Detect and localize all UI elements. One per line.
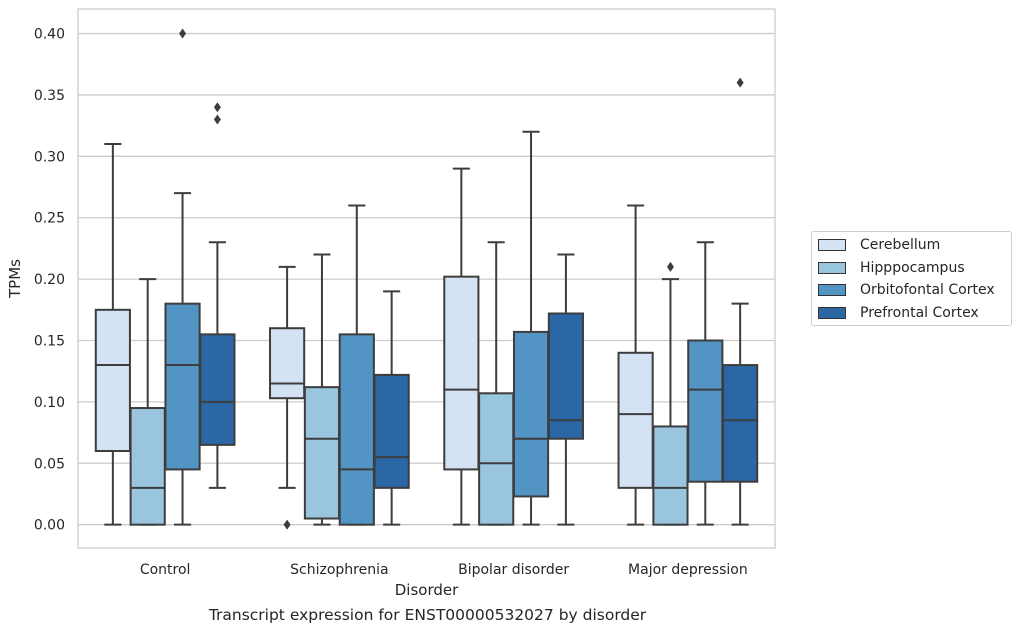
y-tick-label: 0.00 [34, 518, 65, 534]
outlier-point [283, 519, 291, 530]
box-3-2 [547, 253, 584, 526]
y-tick-label: 0.35 [34, 88, 65, 104]
legend-item-cerebellum: Cerebellum [818, 235, 940, 255]
legend-swatch-cerebellum [818, 239, 846, 251]
box-iqr [722, 364, 759, 483]
box-iqr [129, 407, 166, 526]
box-3-3 [722, 77, 759, 526]
box-0-1 [269, 265, 306, 530]
x-axis-title: Disorder [395, 581, 459, 599]
outlier-point [666, 261, 674, 272]
box-0-0 [94, 143, 131, 526]
x-tick-label: Control [140, 562, 191, 578]
y-tick-label: 0.20 [34, 272, 65, 288]
outlier-point [736, 77, 744, 88]
box-iqr [652, 425, 689, 526]
x-tick-label: Bipolar disorder [458, 562, 569, 578]
box-0-2 [443, 167, 480, 526]
legend-swatch-orbitofrontal [818, 284, 846, 296]
y-tick-labels: 0.00 0.05 0.10 0.15 0.20 0.25 0.30 0.35 0.40 [34, 27, 65, 534]
box-0-3 [617, 204, 654, 526]
box-iqr [617, 351, 654, 489]
legend-label: Prefrontal Cortex [860, 305, 979, 321]
outlier-point [213, 114, 221, 125]
box-iqr [373, 373, 410, 489]
y-tick-label: 0.25 [34, 211, 65, 227]
box-1-3 [652, 261, 689, 526]
legend-label: Hipppocampus [860, 260, 965, 276]
legend-label: Orbitofontal Cortex [860, 282, 995, 298]
box-2-3 [687, 241, 724, 526]
box-1-2 [478, 241, 515, 526]
box-iqr [512, 330, 550, 498]
box-1-1 [303, 253, 341, 526]
legend-item-orbitofrontal: Orbitofontal Cortex [818, 280, 995, 300]
y-axis-title: TPMs [6, 259, 24, 299]
legend: Cerebellum Hipppocampus Orbitofontal Cor… [811, 231, 1012, 326]
outlier-point [213, 102, 221, 113]
plot-frame [77, 8, 776, 549]
legend-label: Cerebellum [860, 237, 941, 253]
x-tick-labels: Control Schizophrenia Bipolar disorder Majo… [140, 562, 748, 578]
box-2-1 [338, 204, 375, 526]
box-iqr [687, 339, 724, 483]
box-iqr [269, 327, 306, 400]
box-iqr [443, 275, 480, 471]
box-iqr [199, 333, 236, 446]
x-tick-label: Major depression [628, 562, 748, 578]
y-tick-label: 0.05 [34, 456, 65, 472]
box-iqr [547, 312, 584, 440]
box-3-1 [373, 290, 410, 526]
y-tick-label: 0.30 [34, 149, 65, 165]
box-iqr [94, 308, 131, 453]
legend-item-hippocampus: Hipppocampus [818, 258, 965, 278]
box-1-0 [129, 278, 166, 526]
box-iqr [164, 302, 201, 471]
box-2-0 [164, 28, 201, 526]
box-2-2 [512, 130, 550, 526]
outlier-point [179, 28, 187, 39]
box-layer [94, 28, 759, 530]
box-iqr [338, 333, 375, 526]
box-3-0 [199, 102, 236, 489]
box-iqr [478, 392, 515, 526]
y-tick-label: 0.10 [34, 395, 65, 411]
box-iqr [303, 386, 341, 520]
legend-swatch-hippocampus [818, 262, 846, 274]
legend-swatch-prefrontal [818, 307, 846, 319]
chart-caption: Transcript expression for ENST0000053202… [208, 606, 647, 624]
legend-item-prefrontal: Prefrontal Cortex [818, 303, 979, 323]
y-tick-label: 0.40 [34, 27, 65, 43]
x-tick-label: Schizophrenia [290, 562, 388, 578]
y-tick-label: 0.15 [34, 334, 65, 350]
